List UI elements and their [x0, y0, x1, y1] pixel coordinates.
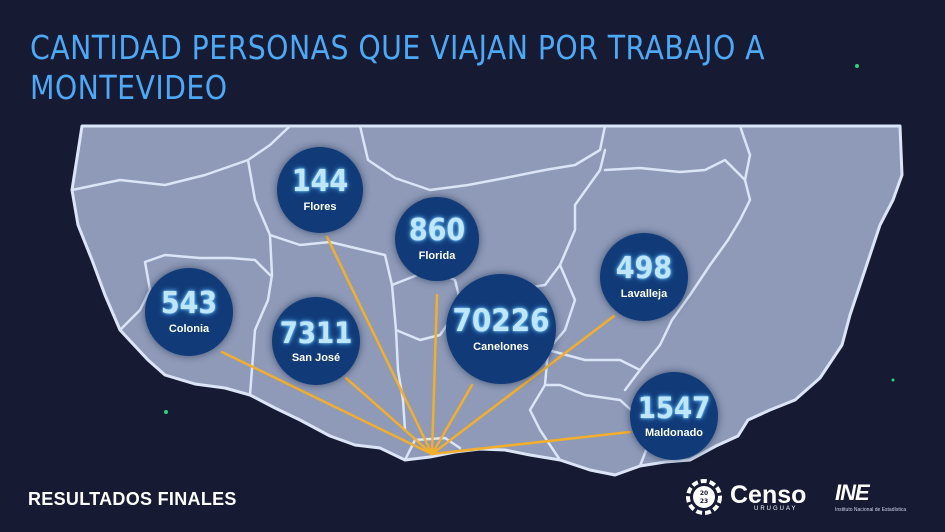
censo-country: URUGUAY [754, 505, 798, 512]
bubble-colonia: 543 Colonia [145, 268, 233, 356]
flow-line-lavalleja [430, 314, 616, 456]
flow-line-canelones [430, 383, 474, 456]
value-maldonado: 1547 [637, 390, 711, 425]
value-canelones: 70226 [452, 302, 550, 339]
label-canelones: Canelones [473, 340, 529, 353]
label-maldonado: Maldonado [644, 426, 704, 439]
ine-subtitle: Instituto Nacional de Estadística [835, 507, 907, 513]
bubble-florida: 860 Florida [395, 197, 479, 281]
bubble-lavalleja: 498 Lavalleja [600, 233, 688, 321]
page-title: CANTIDAD PERSONAS QUE VIAJAN POR TRABAJO… [30, 28, 766, 107]
value-colonia: 543 [160, 286, 218, 321]
flow-line-florida [430, 293, 439, 456]
flow-line-maldonado [430, 430, 632, 456]
censo-wordmark: Censo [730, 480, 807, 509]
ine-logo: INE Instituto Nacional de Estadística [835, 480, 906, 513]
bubble-maldonado: 1547 Maldonado [630, 372, 718, 460]
bubble-canelones: 70226 Canelones [446, 274, 556, 384]
value-florida: 860 [408, 213, 466, 248]
censo-logo: 20 23 Censo URUGUAY [684, 477, 806, 517]
ine-wordmark: INE [835, 480, 870, 505]
bubble-flores: 144 Flores [277, 147, 363, 233]
results-label: RESULTADOS FINALES [28, 489, 237, 509]
censo-year-bottom: 23 [700, 498, 708, 505]
bubble-san-jose: 7311 San José [272, 297, 360, 385]
label-flores: Flores [303, 201, 337, 213]
flow-line-san-jose [344, 376, 434, 456]
value-lavalleja: 498 [615, 251, 673, 286]
value-san-jose: 7311 [279, 315, 353, 350]
label-florida: Florida [418, 250, 456, 262]
value-flores: 144 [291, 164, 349, 199]
label-san-jose: San José [291, 351, 341, 364]
label-colonia: Colonia [168, 323, 210, 335]
label-lavalleja: Lavalleja [620, 288, 668, 300]
flow-line-colonia [220, 350, 434, 456]
censo-gear-icon: 20 23 [686, 479, 722, 515]
flow-line-flores [325, 235, 434, 456]
flow-lines [220, 235, 632, 456]
censo-year-top: 20 [700, 490, 708, 497]
